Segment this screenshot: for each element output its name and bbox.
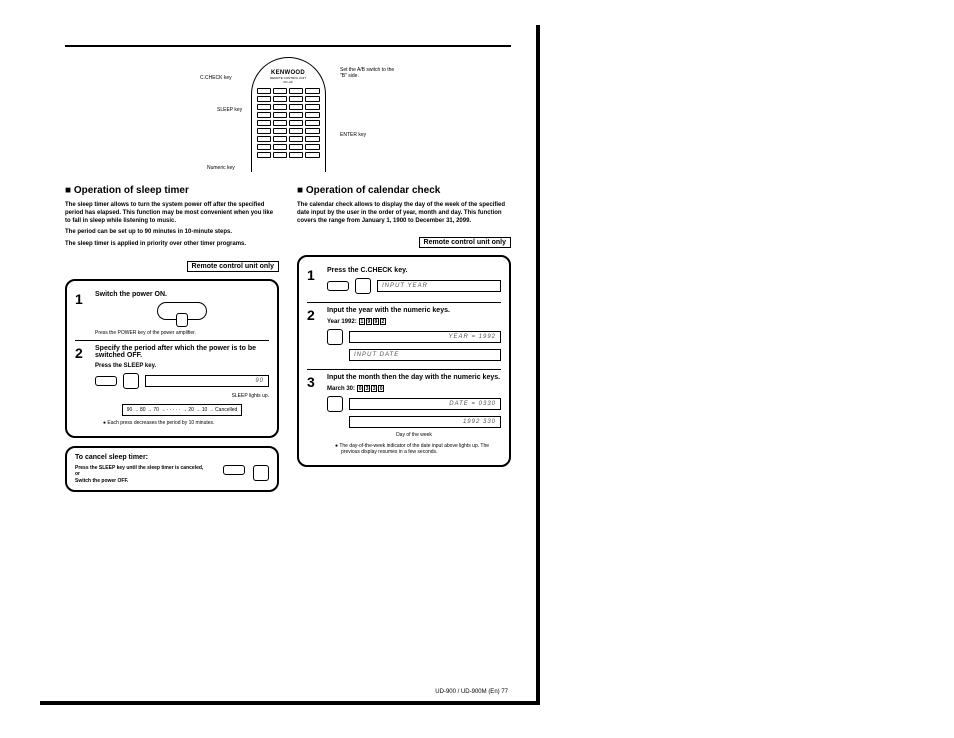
remote-sub2: RC-A9 xyxy=(252,80,325,84)
right-column: Operation of calendar check The calendar… xyxy=(297,185,511,500)
sleep-title: Operation of sleep timer xyxy=(65,185,279,196)
sleep-step1: 1 Switch the power ON. Press the POWER k… xyxy=(75,287,269,341)
cal-step1: 1 Press the C.CHECK key. INPUT YEAR xyxy=(307,263,501,302)
step-num: 2 xyxy=(307,307,321,365)
cancel-box: To cancel sleep timer: Press the SLEEP k… xyxy=(65,446,279,493)
cal-intro: The calendar check allows to display the… xyxy=(297,202,511,225)
step-num: 3 xyxy=(307,374,321,455)
sleep-label: SLEEP key xyxy=(217,107,242,113)
step2-dispnote: SLEEP lights up. xyxy=(95,393,269,400)
cal-steps-box: 1 Press the C.CHECK key. INPUT YEAR 2 In… xyxy=(297,255,511,467)
step2-illus: 90 xyxy=(95,373,269,389)
remote-buttons xyxy=(257,88,320,158)
hand-icon xyxy=(355,278,371,294)
cal3-disp2: 1992 330 xyxy=(349,416,501,428)
cancel-t1: Press the SLEEP key until the sleep time… xyxy=(75,465,215,472)
step1-title: Switch the power ON. xyxy=(95,291,269,298)
cal3-bullet: ● The day-of-the-week indicator of the d… xyxy=(335,443,501,455)
sleep-intro2: The period can be set up to 90 minutes i… xyxy=(65,229,279,237)
step2-sub: Press the SLEEP key. xyxy=(95,363,269,369)
power-button-illus xyxy=(157,302,207,320)
sleep-intro3: The sleep timer is applied in priority o… xyxy=(65,241,279,249)
page-footer: UD-900 / UD-900M (En) 77 xyxy=(435,689,508,695)
step2-display: 90 xyxy=(145,375,269,387)
hand-icon xyxy=(123,373,139,389)
cal2-title: Input the year with the numeric keys. xyxy=(327,307,501,314)
remote-outline: KENWOOD REMOTE CONTROL UNIT RC-A9 xyxy=(251,57,326,172)
ab-label: Set the A/B switch to the "B" side. xyxy=(340,67,395,79)
numeric-label: Numeric key xyxy=(207,165,235,171)
enter-label: ENTER key xyxy=(340,132,366,138)
remote-diagram: C.CHECK key SLEEP key Numeric key Set th… xyxy=(65,57,511,177)
step-num: 2 xyxy=(75,345,89,426)
hand-icon xyxy=(253,465,269,481)
step2-bullet: ● Each press decreases the period by 10 … xyxy=(103,420,269,426)
cal2-year: Year 1992: 1992 xyxy=(327,318,501,325)
switch-icon xyxy=(223,465,245,475)
cal3-disp1: DATE = 0330 xyxy=(349,398,501,410)
switch-icon xyxy=(95,376,117,386)
cal-step2: 2 Input the year with the numeric keys. … xyxy=(307,302,501,369)
remote-only-right: Remote control unit only xyxy=(297,231,511,249)
cancel-t3: Switch the power OFF. xyxy=(75,478,215,485)
cal1-title: Press the C.CHECK key. xyxy=(327,267,501,274)
top-rule xyxy=(65,45,511,47)
cancel-title: To cancel sleep timer: xyxy=(75,454,269,461)
cal2-disp1: YEAR = 1992 xyxy=(349,331,501,343)
cal3-date: March 30: 0330 xyxy=(327,385,501,392)
sleep-steps-box: 1 Switch the power ON. Press the POWER k… xyxy=(65,279,279,438)
cal1-display: INPUT YEAR xyxy=(377,280,501,292)
cal2-disp2: INPUT DATE xyxy=(349,349,501,361)
step-num: 1 xyxy=(307,267,321,298)
cal3-title: Input the month then the day with the nu… xyxy=(327,374,501,381)
remote-only-left: Remote control unit only xyxy=(65,255,279,273)
seq-box: 90 → 80 → 70 → · · · · · → 20 → 10 → Can… xyxy=(122,404,243,416)
cal3-dispnote: Day of the week xyxy=(327,432,501,439)
switch-icon xyxy=(327,281,349,291)
cal-title: Operation of calendar check xyxy=(297,185,511,196)
step2-title: Specify the period after which the power… xyxy=(95,345,269,359)
columns: Operation of sleep timer The sleep timer… xyxy=(65,185,511,500)
ccheck-label: C.CHECK key xyxy=(200,75,232,81)
step-num: 1 xyxy=(75,291,89,337)
hand-icon xyxy=(327,396,343,412)
hand-icon xyxy=(327,329,343,345)
cal-step3: 3 Input the month then the day with the … xyxy=(307,369,501,459)
left-column: Operation of sleep timer The sleep timer… xyxy=(65,185,279,500)
step1-note: Press the POWER key of the power amplifi… xyxy=(95,330,269,337)
sleep-intro1: The sleep timer allows to turn the syste… xyxy=(65,202,279,225)
manual-page: C.CHECK key SLEEP key Numeric key Set th… xyxy=(40,25,540,705)
sleep-step2: 2 Specify the period after which the pow… xyxy=(75,340,269,430)
